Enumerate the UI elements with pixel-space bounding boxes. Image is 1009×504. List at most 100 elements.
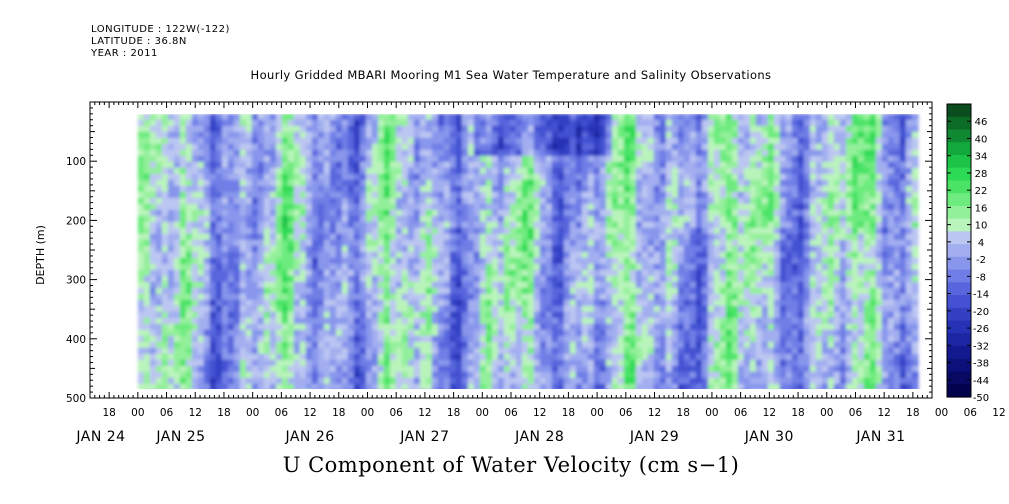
heatmap-cell bbox=[707, 269, 715, 277]
heatmap-cell bbox=[623, 275, 631, 283]
heatmap-cell bbox=[575, 353, 583, 361]
heatmap-cell bbox=[419, 353, 427, 361]
heatmap-cell bbox=[317, 137, 325, 145]
heatmap-cell bbox=[161, 299, 169, 307]
heatmap-cell bbox=[167, 161, 175, 169]
heatmap-cell bbox=[563, 341, 571, 349]
heatmap-cell bbox=[767, 365, 775, 373]
heatmap-cell bbox=[209, 221, 217, 229]
heatmap-cell bbox=[503, 209, 511, 217]
heatmap-cell bbox=[665, 263, 673, 271]
heatmap-cell bbox=[660, 390, 667, 397]
heatmap-cell bbox=[221, 131, 229, 139]
heatmap-cell bbox=[569, 173, 577, 181]
heatmap-cell bbox=[545, 293, 553, 301]
heatmap-cell bbox=[269, 114, 277, 121]
heatmap-cell bbox=[353, 371, 361, 379]
heatmap-cell bbox=[431, 209, 439, 217]
heatmap-cell bbox=[371, 281, 379, 289]
heatmap-cell bbox=[323, 209, 331, 217]
heatmap-cell bbox=[401, 179, 409, 187]
heatmap-cell bbox=[731, 221, 739, 229]
heatmap-cell bbox=[365, 269, 373, 277]
heatmap-cell bbox=[299, 155, 307, 163]
heatmap-cell bbox=[269, 323, 277, 331]
heatmap-cell bbox=[155, 317, 163, 325]
heatmap-cell bbox=[299, 131, 307, 139]
heatmap-cell bbox=[143, 215, 151, 223]
heatmap-cell bbox=[137, 167, 145, 175]
heatmap-cell bbox=[581, 329, 589, 337]
heatmap-cell bbox=[761, 371, 769, 379]
heatmap-cell bbox=[593, 191, 601, 199]
heatmap-cell bbox=[413, 233, 421, 241]
heatmap-cell bbox=[137, 191, 145, 199]
heatmap-cell bbox=[209, 161, 217, 169]
heatmap-cell bbox=[293, 257, 301, 265]
heatmap-cell bbox=[149, 257, 157, 265]
heatmap-cell bbox=[491, 347, 499, 355]
heatmap-cell bbox=[359, 161, 367, 169]
heatmap-cell bbox=[137, 293, 145, 301]
heatmap-cell bbox=[557, 293, 565, 301]
heatmap-cell bbox=[599, 119, 607, 127]
heatmap-cell bbox=[665, 383, 673, 389]
heatmap-cell bbox=[167, 185, 175, 193]
heatmap-cell bbox=[407, 275, 415, 283]
heatmap-cell bbox=[227, 179, 235, 187]
heatmap-cell bbox=[539, 257, 547, 265]
heatmap-cell bbox=[341, 305, 349, 313]
heatmap-cell bbox=[671, 323, 679, 331]
heatmap-cell bbox=[455, 263, 463, 271]
heatmap-cell bbox=[713, 377, 721, 385]
heatmap-cell bbox=[689, 167, 697, 175]
heatmap-cell bbox=[713, 149, 721, 157]
heatmap-cell bbox=[593, 161, 601, 169]
heatmap-cell bbox=[545, 377, 553, 385]
heatmap-cell bbox=[683, 335, 691, 343]
heatmap-cell bbox=[599, 269, 607, 277]
heatmap-cell bbox=[623, 191, 631, 199]
heatmap-cell bbox=[209, 299, 217, 307]
heatmap-cell bbox=[647, 179, 655, 187]
heatmap-cell bbox=[533, 221, 541, 229]
heatmap-cell bbox=[413, 203, 421, 211]
heatmap-cell bbox=[695, 149, 703, 157]
heatmap-cell bbox=[449, 269, 457, 277]
heatmap-cell bbox=[629, 281, 637, 289]
heatmap-cell bbox=[539, 233, 547, 241]
heatmap-cell bbox=[551, 137, 559, 145]
heatmap-cell bbox=[299, 137, 307, 145]
heatmap-cell bbox=[257, 191, 265, 199]
heatmap-cell bbox=[371, 311, 379, 319]
heatmap-cell bbox=[329, 239, 337, 247]
heatmap-cell bbox=[245, 365, 253, 373]
heatmap-cell bbox=[233, 209, 241, 217]
heatmap-cell bbox=[155, 239, 163, 247]
heatmap-cell bbox=[659, 269, 667, 277]
heatmap-cell bbox=[269, 305, 277, 313]
heatmap-cell bbox=[401, 347, 409, 355]
heatmap-cell bbox=[329, 353, 337, 361]
heatmap-cell bbox=[413, 221, 421, 229]
heatmap-cell bbox=[305, 329, 313, 337]
heatmap-cell bbox=[719, 299, 727, 307]
heatmap-cell bbox=[137, 341, 145, 349]
heatmap-cell bbox=[281, 161, 289, 169]
heatmap-cell bbox=[419, 131, 427, 139]
heatmap-cell bbox=[533, 341, 541, 349]
heatmap-cell bbox=[353, 209, 361, 217]
heatmap-cell bbox=[185, 173, 193, 181]
heatmap-cell bbox=[287, 239, 295, 247]
heatmap-cell bbox=[167, 173, 175, 181]
heatmap-cell bbox=[749, 263, 757, 271]
heatmap-cell bbox=[179, 305, 187, 313]
heatmap-cell bbox=[143, 143, 151, 151]
heatmap-cell bbox=[359, 203, 367, 211]
heatmap-cell bbox=[222, 390, 229, 397]
heatmap-cell bbox=[683, 155, 691, 163]
heatmap-cell bbox=[617, 143, 625, 151]
heatmap-cell bbox=[515, 377, 523, 385]
heatmap-cell bbox=[227, 209, 235, 217]
heatmap-cell bbox=[287, 137, 295, 145]
